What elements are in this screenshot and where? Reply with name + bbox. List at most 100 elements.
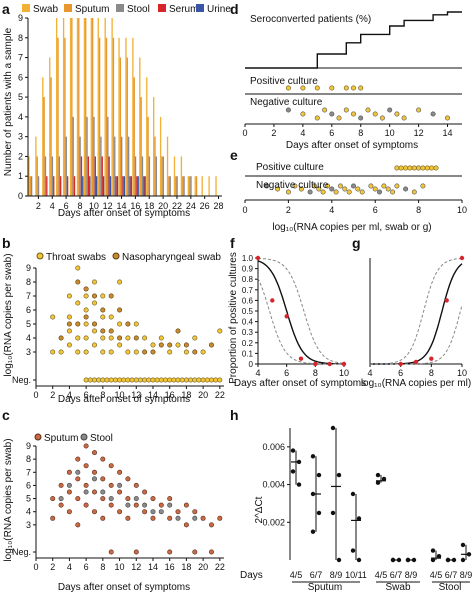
panel-f-ylabel: Proportion of positive cultures xyxy=(228,252,239,384)
panel-e-xtick-label: 10 xyxy=(457,205,467,215)
c-plot-point-sputum xyxy=(92,509,98,515)
f-plot-ci-lower xyxy=(257,278,344,365)
c-plot-point-stool xyxy=(117,482,123,488)
panel-e-positive-point xyxy=(394,165,400,171)
b-plot-point-throat-swabs xyxy=(66,328,72,334)
bar-urine-9 xyxy=(89,176,91,196)
bar-sputum-24 xyxy=(188,176,191,196)
c-plot-neg-point xyxy=(108,549,114,555)
panel-h-point-sputum xyxy=(310,454,316,459)
c-plot-point-stool xyxy=(125,502,131,508)
bar-stool-6 xyxy=(65,136,67,196)
panel-e-negative-point xyxy=(350,183,356,189)
panel-h-days-tick: 8/9 xyxy=(330,570,343,580)
b-plot-neg-point xyxy=(188,377,194,383)
b-plot-ytick-label: 4 xyxy=(26,333,31,343)
b-plot-point-nasopharyngeal-swab xyxy=(92,321,98,327)
b-plot-ytick-label: 5 xyxy=(26,319,31,329)
bar-stool-24 xyxy=(190,176,192,196)
panel-h-days-tick: 6/7 xyxy=(310,570,323,580)
panel-d-negative-point xyxy=(365,107,371,113)
bar-serum-6 xyxy=(66,176,69,196)
panel-d-xtick-label: 10 xyxy=(385,128,395,138)
panel-d-negative-point xyxy=(401,115,407,121)
b-plot-point-throat-swabs xyxy=(142,335,148,341)
panel-h-ytick-label: 0.004 xyxy=(262,480,285,490)
c-plot-xtick-label: 12 xyxy=(131,562,141,572)
f-plot-ytick-label: 0.5 xyxy=(242,307,254,316)
bar-sputum-20 xyxy=(161,156,163,196)
bar-sputum-17 xyxy=(140,97,142,196)
c-plot-point-sputum xyxy=(75,476,81,482)
bar-sputum-10 xyxy=(91,18,94,196)
panel-e-xtick-label: 6 xyxy=(373,205,378,215)
b-plot-point-throat-swabs xyxy=(75,335,81,341)
panel-e-negative-point xyxy=(394,183,400,189)
c-plot-neg-point xyxy=(209,549,215,555)
bar-serum-14 xyxy=(122,176,124,196)
panel-label-d: d xyxy=(230,1,239,17)
panel-d-negative-point xyxy=(416,107,422,113)
panel-h-days-tick: 4/5 xyxy=(375,570,388,580)
b-plot-point-nasopharyngeal-swab xyxy=(175,328,181,334)
c-plot-point-sputum xyxy=(83,482,89,488)
bar-swab-12 xyxy=(104,18,106,196)
b-plot-point-nasopharyngeal-swab xyxy=(58,335,64,341)
bar-swab-2 xyxy=(35,136,37,196)
b-plot-point-throat-swabs xyxy=(83,293,89,299)
panel-e-negative-point xyxy=(316,186,322,192)
b-plot-point-nasopharyngeal-swab xyxy=(167,342,173,348)
b-plot-point-nasopharyngeal-swab xyxy=(117,335,123,341)
panel-d-negative-point xyxy=(300,111,306,117)
panel-e-xtick-label: 2 xyxy=(286,205,291,215)
legend-label-urine: Urine xyxy=(207,4,231,15)
f-plot-ytick-label: 0.3 xyxy=(242,328,254,337)
bar-swab-3 xyxy=(42,77,44,196)
bar-serum-8 xyxy=(80,156,83,196)
bar-urine-13 xyxy=(116,176,119,196)
panel-label-a: a xyxy=(2,1,10,17)
c-plot-point-sputum xyxy=(83,502,89,508)
panel-d-xtick-label: 14 xyxy=(443,128,453,138)
c-plot-point-stool xyxy=(142,502,148,508)
b-plot-point-nasopharyngeal-swab xyxy=(83,286,89,292)
bar-swab-6 xyxy=(62,18,65,196)
b-plot-point-throat-swabs xyxy=(108,349,114,355)
b-plot-ytick-label: 3 xyxy=(26,347,31,357)
bar-sputum-21 xyxy=(168,176,170,196)
panel-d-negative-point xyxy=(430,111,436,117)
f-plot-ci-upper xyxy=(257,257,345,364)
bar-stool-4 xyxy=(51,156,54,196)
b-plot-point-nasopharyngeal-swab xyxy=(133,335,139,341)
bar-sputum-3 xyxy=(43,97,45,196)
panel-f-plot: 0 0.10.2 0.30.4 0.5 0.60.7 0.80.9 1.0 4 6 8 10 xyxy=(242,254,349,378)
b-plot-neg-point xyxy=(192,377,198,383)
b-plot-ytick-label: 6 xyxy=(26,305,31,315)
c-plot-point-sputum xyxy=(75,522,81,528)
panel-h-ylabel: 2^ΔCt xyxy=(254,496,265,523)
panel-e-negative-point xyxy=(346,189,352,195)
legend-label-sputum: Sputum xyxy=(75,4,109,15)
bar-swab-16 xyxy=(132,37,134,196)
panel-d-negative-point xyxy=(314,115,320,121)
bar-urine-17 xyxy=(144,176,146,196)
bar-swab-1 xyxy=(28,156,30,196)
panel-d-negative-label: Negative culture xyxy=(250,97,323,108)
bar-sputum-23 xyxy=(182,176,184,196)
b-plot-point-nasopharyngeal-swab xyxy=(92,293,98,299)
b-plot-xtick-label: 20 xyxy=(198,390,208,400)
c-plot-point-sputum xyxy=(100,456,106,462)
c-plot-point-sputum xyxy=(175,509,181,515)
c-plot-xtick-label: 22 xyxy=(215,562,225,572)
panel-e-negative-label: Negative culture xyxy=(256,180,329,191)
c-plot-point-stool xyxy=(66,482,72,488)
b-plot-neg-point xyxy=(213,377,219,383)
bar-stool-18 xyxy=(148,156,151,196)
bar-stool-7 xyxy=(72,116,74,196)
bar-urine-10 xyxy=(95,176,98,196)
panel-e-negative-point xyxy=(337,183,343,189)
c-plot-point-sputum xyxy=(125,515,131,521)
panel-label-h: h xyxy=(230,407,239,423)
